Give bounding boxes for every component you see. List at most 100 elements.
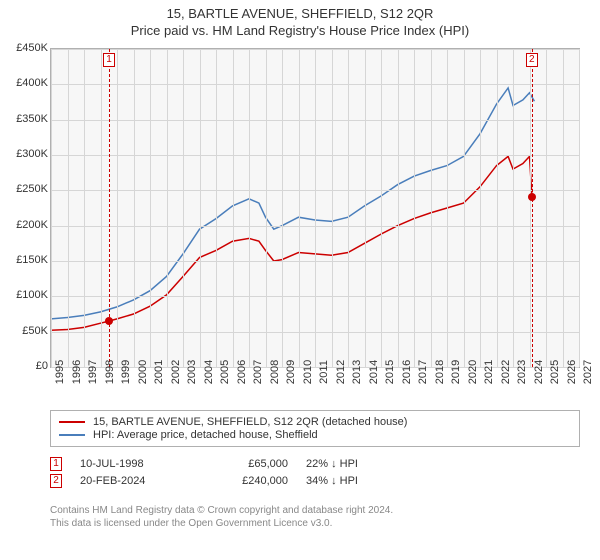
gridline-v — [332, 49, 333, 367]
xtick-label: 2002 — [170, 360, 182, 384]
ytick-label: £0 — [4, 360, 48, 372]
xtick-label: 2018 — [434, 360, 446, 384]
footer-note: Contains HM Land Registry data © Crown c… — [50, 504, 580, 530]
gridline-v — [200, 49, 201, 367]
sale-row-delta: 22% ↓ HPI — [306, 458, 426, 470]
ytick-label: £450K — [4, 42, 48, 54]
legend-label-property: 15, BARTLE AVENUE, SHEFFIELD, S12 2QR (d… — [93, 416, 407, 428]
gridline-v — [68, 49, 69, 367]
xtick-label: 1998 — [104, 360, 116, 384]
page-title-subtitle: Price paid vs. HM Land Registry's House … — [0, 23, 600, 38]
gridline-v — [101, 49, 102, 367]
sale-row-date: 20-FEB-2024 — [80, 475, 190, 487]
gridline-v — [216, 49, 217, 367]
xtick-label: 2007 — [252, 360, 264, 384]
gridline-v — [117, 49, 118, 367]
xtick-label: 2015 — [384, 360, 396, 384]
gridline-v — [299, 49, 300, 367]
gridline-v — [398, 49, 399, 367]
xtick-label: 2024 — [533, 360, 545, 384]
xtick-label: 2014 — [368, 360, 380, 384]
gridline-v — [579, 49, 580, 367]
gridline-v — [546, 49, 547, 367]
gridline-v — [513, 49, 514, 367]
gridline-v — [530, 49, 531, 367]
xtick-label: 2023 — [516, 360, 528, 384]
xtick-label: 2010 — [302, 360, 314, 384]
ytick-label: £100K — [4, 289, 48, 301]
gridline-v — [447, 49, 448, 367]
xtick-label: 2022 — [500, 360, 512, 384]
sales-table: 1 10-JUL-1998 £65,000 22% ↓ HPI 2 20-FEB-2024… — [50, 454, 580, 491]
xtick-label: 1999 — [120, 360, 132, 384]
gridline-v — [315, 49, 316, 367]
sale-row-price: £65,000 — [208, 458, 288, 470]
chart: 12 — [50, 48, 580, 368]
gridline-v — [497, 49, 498, 367]
xtick-label: 2027 — [582, 360, 594, 384]
xtick-label: 2001 — [153, 360, 165, 384]
sale-row-price: £240,000 — [208, 475, 288, 487]
xtick-label: 2003 — [186, 360, 198, 384]
legend-swatch-property — [59, 421, 85, 423]
xtick-label: 2013 — [351, 360, 363, 384]
legend-item-property: 15, BARTLE AVENUE, SHEFFIELD, S12 2QR (d… — [59, 416, 571, 428]
gridline-v — [233, 49, 234, 367]
gridline-v — [183, 49, 184, 367]
legend: 15, BARTLE AVENUE, SHEFFIELD, S12 2QR (d… — [50, 410, 580, 447]
xtick-label: 1996 — [71, 360, 83, 384]
sale-row: 2 20-FEB-2024 £240,000 34% ↓ HPI — [50, 474, 580, 488]
ytick-label: £400K — [4, 77, 48, 89]
gridline-v — [464, 49, 465, 367]
gridline-v — [563, 49, 564, 367]
xtick-label: 2004 — [203, 360, 215, 384]
gridline-v — [414, 49, 415, 367]
xtick-label: 2021 — [483, 360, 495, 384]
sale-row: 1 10-JUL-1998 £65,000 22% ↓ HPI — [50, 457, 580, 471]
gridline-v — [167, 49, 168, 367]
sale-row-date: 10-JUL-1998 — [80, 458, 190, 470]
sale-dot — [528, 193, 536, 201]
sale-row-marker: 2 — [50, 474, 62, 488]
xtick-label: 2012 — [335, 360, 347, 384]
sale-vline — [532, 49, 533, 367]
xtick-label: 2025 — [549, 360, 561, 384]
gridline-v — [51, 49, 52, 367]
xtick-label: 2020 — [467, 360, 479, 384]
gridline-v — [249, 49, 250, 367]
xtick-label: 2016 — [401, 360, 413, 384]
gridline-v — [150, 49, 151, 367]
xtick-label: 2008 — [269, 360, 281, 384]
ytick-label: £350K — [4, 113, 48, 125]
xtick-label: 2005 — [219, 360, 231, 384]
xtick-label: 2011 — [318, 360, 330, 384]
xtick-label: 2019 — [450, 360, 462, 384]
gridline-v — [348, 49, 349, 367]
sale-row-delta: 34% ↓ HPI — [306, 475, 426, 487]
xtick-label: 2017 — [417, 360, 429, 384]
xtick-label: 2000 — [137, 360, 149, 384]
gridline-v — [134, 49, 135, 367]
sale-row-marker: 1 — [50, 457, 62, 471]
gridline-v — [431, 49, 432, 367]
ytick-label: £300K — [4, 148, 48, 160]
sale-marker: 2 — [526, 53, 538, 67]
ytick-label: £150K — [4, 254, 48, 266]
gridline-v — [381, 49, 382, 367]
xtick-label: 1995 — [54, 360, 66, 384]
footer-line-1: Contains HM Land Registry data © Crown c… — [50, 504, 580, 517]
ytick-label: £200K — [4, 219, 48, 231]
sale-marker: 1 — [103, 53, 115, 67]
xtick-label: 2026 — [566, 360, 578, 384]
footer-line-2: This data is licensed under the Open Gov… — [50, 517, 580, 530]
legend-swatch-hpi — [59, 434, 85, 436]
legend-label-hpi: HPI: Average price, detached house, Shef… — [93, 429, 318, 441]
ytick-label: £50K — [4, 325, 48, 337]
ytick-label: £250K — [4, 183, 48, 195]
gridline-v — [266, 49, 267, 367]
gridline-v — [480, 49, 481, 367]
legend-item-hpi: HPI: Average price, detached house, Shef… — [59, 429, 571, 441]
xtick-label: 2009 — [285, 360, 297, 384]
xtick-label: 2006 — [236, 360, 248, 384]
sale-dot — [105, 317, 113, 325]
